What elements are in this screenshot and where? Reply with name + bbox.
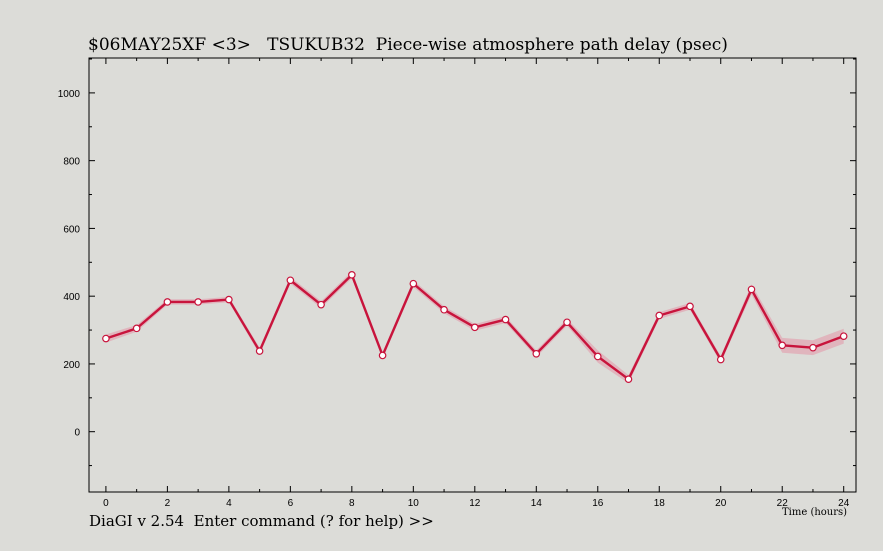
data-point: [593, 352, 602, 361]
chart-title: $06MAY25XF <3> TSUKUB32 Piece-wise atmos…: [88, 35, 728, 55]
x-axis: 0 2 4 6 8 10 12 14 16 18 20 22 24: [103, 58, 850, 509]
line-segment: [750, 288, 784, 347]
line-segment: [442, 308, 477, 329]
data-point: [409, 279, 418, 288]
line-segment: [719, 288, 753, 361]
y-tick-label: 600: [63, 224, 80, 235]
line-segment: [381, 282, 415, 357]
y-tick-label: 1000: [58, 89, 81, 100]
data-point: [655, 311, 664, 320]
data-point: [471, 323, 479, 332]
x-tick-label: 24: [838, 498, 850, 509]
data-point: [194, 298, 202, 306]
x-tick-label: 22: [777, 498, 789, 509]
x-tick-label: 6: [288, 498, 294, 509]
data-point: [532, 349, 541, 358]
data-point: [132, 324, 141, 333]
plot-frame: [88, 57, 857, 493]
line-segment: [227, 298, 261, 353]
x-tick-label: 18: [654, 498, 666, 509]
y-tick-label: 0: [74, 428, 80, 439]
data-points: [102, 271, 848, 383]
line-segment: [781, 344, 815, 349]
line-segment: [535, 321, 569, 355]
data-point: [348, 271, 356, 279]
x-tick-label: 2: [165, 498, 171, 509]
line-segment: [412, 282, 446, 311]
command-prompt[interactable]: DiaGI v 2.54 Enter command (? for help) …: [89, 512, 434, 530]
data-point: [563, 318, 571, 327]
data-point: [102, 334, 110, 343]
line-segment: [504, 318, 538, 355]
x-tick-label: 10: [408, 498, 420, 509]
line-segment: [196, 298, 231, 304]
data-point: [809, 343, 817, 352]
data-point: [501, 315, 510, 324]
y-axis: 0 200 400 600 800 1000: [58, 58, 856, 467]
data-point: [716, 355, 725, 364]
data-point: [317, 300, 325, 309]
line-segment: [565, 321, 599, 358]
data-point: [686, 302, 694, 311]
x-tick-label: 20: [715, 498, 727, 509]
line-segment: [289, 279, 323, 306]
data-point: [286, 276, 295, 285]
data-point: [747, 285, 756, 294]
x-tick-label: 14: [531, 498, 543, 509]
data-point: [440, 305, 448, 314]
x-tick-label: 0: [103, 498, 109, 509]
data-line: [104, 273, 845, 381]
line-segment: [135, 300, 169, 330]
x-tick-label: 12: [469, 498, 481, 509]
line-segment: [658, 305, 692, 317]
x-axis-label: Time (hours): [782, 507, 847, 518]
x-tick-label: 4: [226, 498, 232, 509]
line-segment: [627, 314, 661, 381]
data-point: [163, 298, 172, 306]
y-tick-label: 800: [63, 157, 80, 168]
line-segment: [319, 273, 354, 306]
y-tick-label: 400: [63, 292, 80, 303]
data-point: [778, 341, 787, 350]
line-segment: [596, 355, 630, 381]
data-point: [255, 347, 264, 355]
data-point: [624, 375, 633, 383]
line-segment: [811, 334, 845, 349]
data-point: [839, 332, 848, 340]
data-point: [225, 295, 233, 304]
data-point: [378, 351, 387, 360]
y-tick-label: 200: [63, 360, 80, 371]
line-segment: [104, 327, 138, 340]
line-segment: [258, 279, 292, 353]
line-segment: [473, 318, 507, 329]
x-tick-label: 8: [349, 498, 355, 509]
x-tick-label: 16: [592, 498, 604, 509]
line-segment: [688, 305, 722, 361]
line-segment: [350, 273, 384, 357]
